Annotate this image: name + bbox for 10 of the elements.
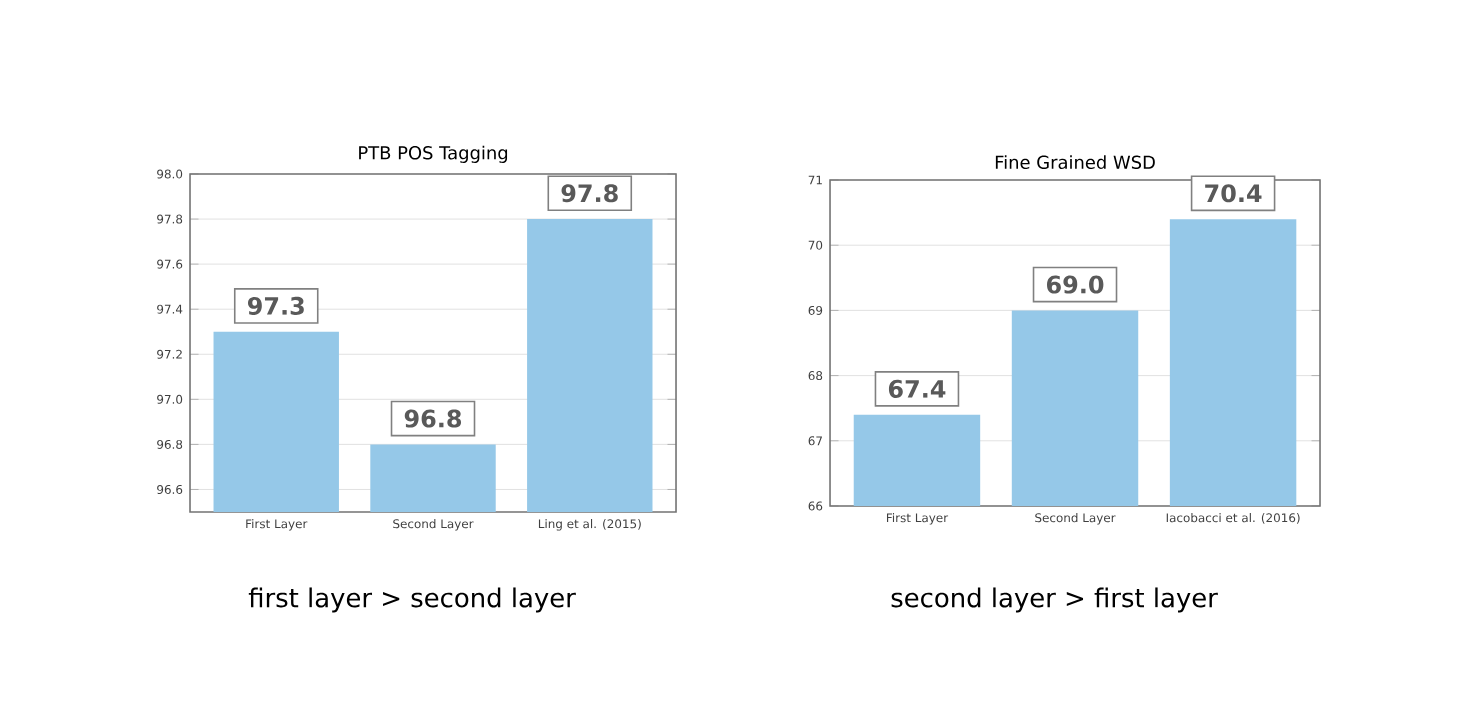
data-label: 70.4 [1205,184,1262,203]
text: second layer > first layer [891,587,1218,613]
data-label: 97.3 [247,296,304,315]
text: first layer > second layer [248,587,576,613]
data-label: 67.4 [888,379,946,398]
data-label: 97.8 [561,184,618,203]
chart-title: Fine Grained WSD [995,155,1155,170]
data-label: 96.8 [404,409,462,428]
chart-title: PTB POS Tagging [359,145,508,163]
data-label: 69.0 [1046,275,1104,294]
